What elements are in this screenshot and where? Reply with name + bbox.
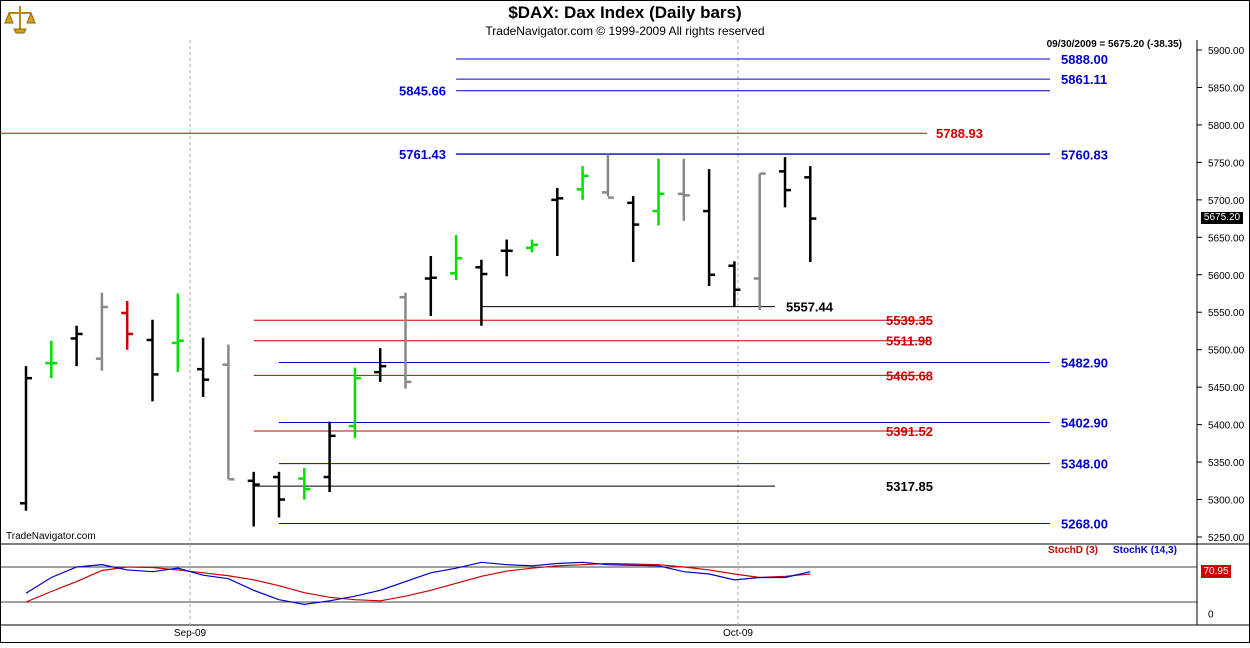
level-label: 5845.66: [399, 84, 446, 99]
level-label: 5557.44: [786, 300, 834, 315]
level-label: 5788.93: [936, 126, 983, 141]
y-tick-label: 5900.00: [1208, 46, 1245, 57]
stoch-tick-label: 0: [1208, 610, 1214, 621]
level-label: 5402.90: [1061, 415, 1108, 430]
last-price-tag: 5675.20: [1201, 212, 1243, 224]
y-tick-label: 5800.00: [1208, 121, 1245, 132]
y-tick-label: 5550.00: [1208, 308, 1245, 319]
level-label: 5348.00: [1061, 457, 1108, 472]
y-tick-label: 5300.00: [1208, 496, 1245, 507]
level-label: 5482.90: [1061, 356, 1108, 371]
level-label: 5317.85: [886, 479, 933, 494]
level-label: 5861.11: [1061, 72, 1107, 87]
y-tick-label: 5500.00: [1208, 346, 1245, 357]
watermark: TradeNavigator.com: [6, 531, 96, 542]
stochd-legend: StochD (3): [1048, 545, 1098, 556]
chart-copyright: TradeNavigator.com © 1999-2009 All right…: [485, 24, 765, 38]
tradenavigator-logo-icon: [4, 6, 36, 34]
level-label: 5761.43: [399, 147, 446, 162]
level-label: 5888.00: [1061, 52, 1108, 67]
y-tick-label: 5650.00: [1208, 233, 1245, 244]
x-tick-label: Oct-09: [723, 628, 753, 639]
y-tick-label: 5450.00: [1208, 383, 1245, 394]
y-tick-label: 5600.00: [1208, 271, 1245, 282]
stochk-line: [25, 561, 811, 605]
chart-title: $DAX: Dax Index (Daily bars): [508, 3, 742, 22]
last-quote: 09/30/2009 = 5675.20 (-38.35): [1046, 39, 1182, 50]
stochk-legend: StochK (14,3): [1113, 545, 1177, 556]
level-label: 5391.52: [886, 424, 933, 439]
y-tick-label: 5750.00: [1208, 158, 1245, 169]
x-tick-label: Sep-09: [174, 628, 207, 639]
level-label: 5268.00: [1061, 517, 1108, 532]
stochd-line: [25, 562, 811, 603]
level-label: 5760.83: [1061, 147, 1108, 162]
y-tick-label: 5700.00: [1208, 196, 1245, 207]
y-tick-label: 5850.00: [1208, 83, 1245, 94]
y-tick-label: 5350.00: [1208, 458, 1245, 469]
stoch-value-tag: 70.95: [1201, 565, 1231, 578]
y-tick-label: 5250.00: [1208, 533, 1245, 544]
level-label: 5511.98: [886, 334, 932, 349]
level-label: 5465.68: [886, 368, 933, 383]
y-tick-label: 5400.00: [1208, 421, 1245, 432]
level-label: 5539.35: [886, 313, 933, 328]
